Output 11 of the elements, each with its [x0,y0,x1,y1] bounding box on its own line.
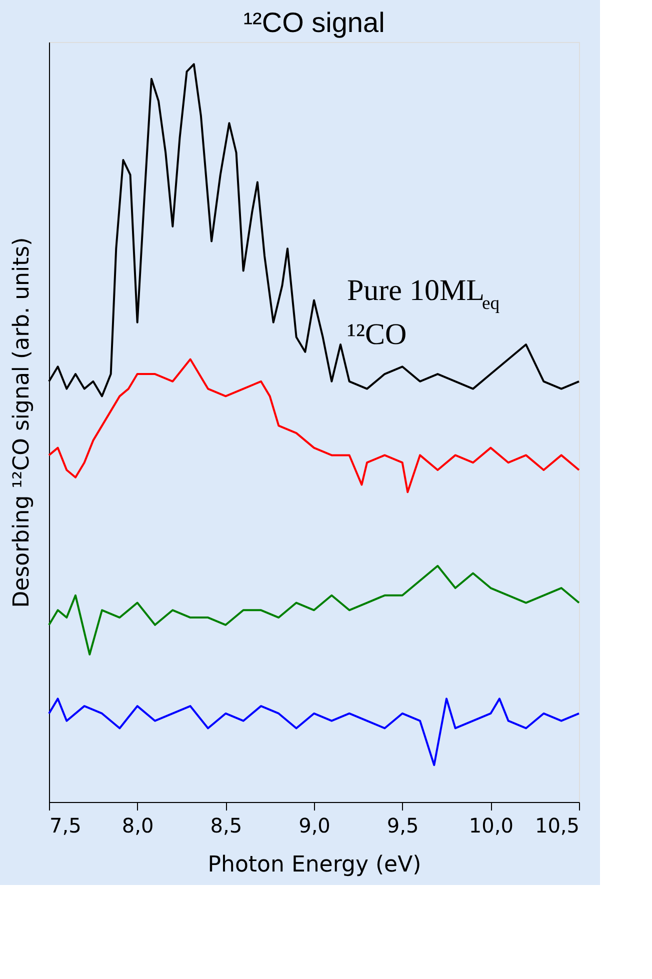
y-axis-title: Desorbing ¹²CO signal (arb. units) [10,237,34,608]
chart-title: ¹²CO signal [243,7,385,38]
x-axis-title: Photon Energy (eV) [208,852,422,878]
annotation: ¹²CO [347,318,407,351]
x-tick-label: 9,5 [386,814,419,838]
x-tick-label: 10,0 [468,814,514,838]
x-tick-label: 8,0 [122,814,154,838]
x-tick-label: 10,5 [534,814,580,838]
x-tick-label: 9,0 [298,814,330,838]
x-tick-label: 8,5 [210,814,242,838]
x-tick-label: 7,5 [50,814,82,838]
